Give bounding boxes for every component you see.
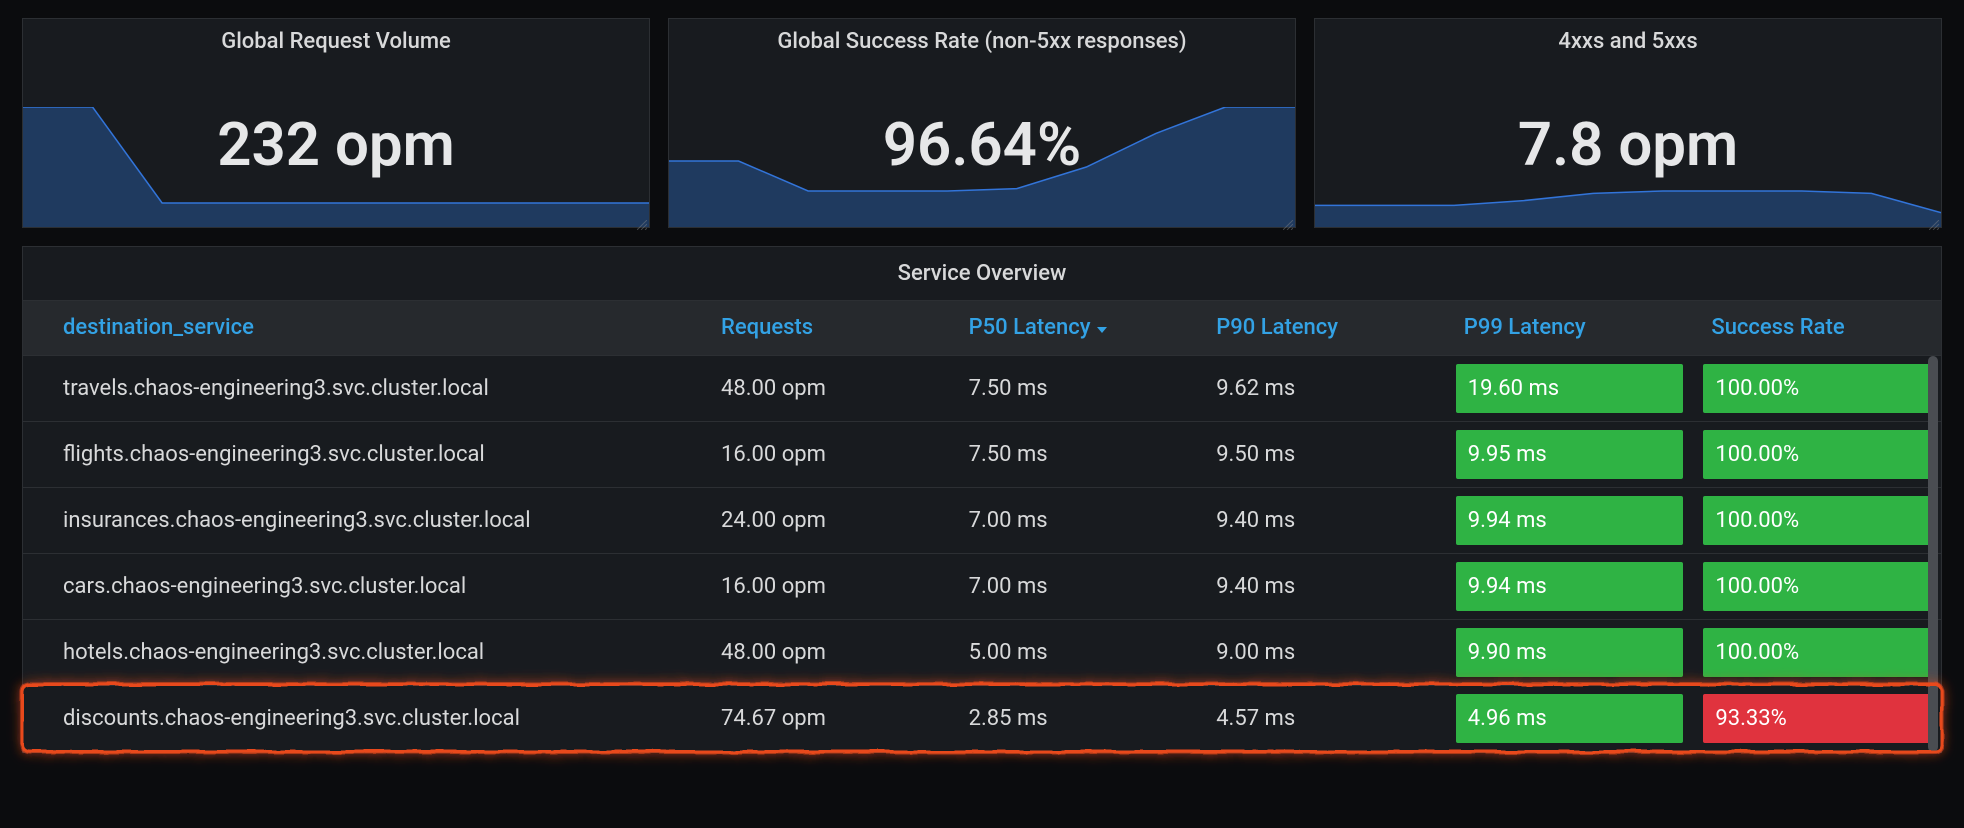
cell-value: 93.33%	[1703, 694, 1931, 743]
cell-p90: 9.40 ms	[1198, 553, 1446, 619]
cell-value: 9.90 ms	[1456, 628, 1684, 677]
column-header-p50[interactable]: P50 Latency	[951, 301, 1199, 356]
cell-p50: 2.85 ms	[951, 685, 1199, 751]
cell-success: 93.33%	[1693, 685, 1941, 751]
column-header-label: Success Rate	[1711, 315, 1844, 340]
cell-value: 100.00%	[1703, 496, 1931, 545]
resize-handle-icon[interactable]	[1929, 215, 1939, 225]
sort-descending-icon	[1096, 316, 1108, 341]
cell-value: 9.95 ms	[1456, 430, 1684, 479]
cell-destination_service: travels.chaos-engineering3.svc.cluster.l…	[23, 355, 703, 421]
service-overview-table: destination_service Requests P50 Latency P9…	[23, 300, 1941, 752]
cell-requests: 16.00 opm	[703, 553, 951, 619]
table-row[interactable]: hotels.chaos-engineering3.svc.cluster.lo…	[23, 619, 1941, 685]
table-row[interactable]: discounts.chaos-engineering3.svc.cluster…	[23, 685, 1941, 751]
cell-value: 9.94 ms	[1456, 562, 1684, 611]
table-header-row: destination_service Requests P50 Latency P9…	[23, 301, 1941, 356]
column-header-label: Requests	[721, 315, 813, 340]
cell-p90: 4.57 ms	[1198, 685, 1446, 751]
cell-requests: 48.00 opm	[703, 355, 951, 421]
cell-p50: 7.00 ms	[951, 553, 1199, 619]
cell-p50: 7.50 ms	[951, 421, 1199, 487]
cell-value: 100.00%	[1703, 628, 1931, 677]
table-row[interactable]: insurances.chaos-engineering3.svc.cluste…	[23, 487, 1941, 553]
cell-success: 100.00%	[1693, 553, 1941, 619]
cell-destination_service: cars.chaos-engineering3.svc.cluster.loca…	[23, 553, 703, 619]
resize-handle-icon[interactable]	[637, 215, 647, 225]
table-scrollbar[interactable]	[1928, 356, 1938, 752]
cell-p99: 9.95 ms	[1446, 421, 1694, 487]
cell-requests: 24.00 opm	[703, 487, 951, 553]
service-overview-panel: Service Overview destination_service Requ…	[22, 246, 1942, 753]
cell-value: 9.94 ms	[1456, 496, 1684, 545]
cell-value: 19.60 ms	[1456, 364, 1684, 413]
cell-destination_service: insurances.chaos-engineering3.svc.cluste…	[23, 487, 703, 553]
cell-success: 100.00%	[1693, 421, 1941, 487]
table-body: travels.chaos-engineering3.svc.cluster.l…	[23, 355, 1941, 751]
service-overview-title: Service Overview	[23, 247, 1941, 300]
sparkline	[669, 107, 1295, 227]
cell-requests: 74.67 opm	[703, 685, 951, 751]
cell-value: 100.00%	[1703, 430, 1931, 479]
sparkline	[1315, 107, 1941, 227]
stat-panel-errors-4xx-5xx[interactable]: 4xxs and 5xxs7.8 opm	[1314, 18, 1942, 228]
cell-p50: 5.00 ms	[951, 619, 1199, 685]
column-header-label: destination_service	[63, 315, 254, 340]
panel-title: Global Request Volume	[23, 19, 649, 60]
panel-title: 4xxs and 5xxs	[1315, 19, 1941, 60]
column-header-label: P50 Latency	[969, 315, 1091, 340]
cell-destination_service: discounts.chaos-engineering3.svc.cluster…	[23, 685, 703, 751]
cell-destination_service: flights.chaos-engineering3.svc.cluster.l…	[23, 421, 703, 487]
cell-value: 4.96 ms	[1456, 694, 1684, 743]
table-row[interactable]: flights.chaos-engineering3.svc.cluster.l…	[23, 421, 1941, 487]
cell-p99: 4.96 ms	[1446, 685, 1694, 751]
sparkline	[23, 107, 649, 227]
cell-requests: 48.00 opm	[703, 619, 951, 685]
top-stat-row: Global Request Volume232 opmGlobal Succe…	[22, 18, 1942, 228]
cell-p90: 9.50 ms	[1198, 421, 1446, 487]
cell-value: 100.00%	[1703, 562, 1931, 611]
cell-success: 100.00%	[1693, 487, 1941, 553]
column-header-p90[interactable]: P90 Latency	[1198, 301, 1446, 356]
cell-requests: 16.00 opm	[703, 421, 951, 487]
cell-success: 100.00%	[1693, 355, 1941, 421]
column-header-destination_service[interactable]: destination_service	[23, 301, 703, 356]
cell-p99: 9.90 ms	[1446, 619, 1694, 685]
stat-panel-global-request-volume[interactable]: Global Request Volume232 opm	[22, 18, 650, 228]
cell-p99: 9.94 ms	[1446, 487, 1694, 553]
column-header-requests[interactable]: Requests	[703, 301, 951, 356]
resize-handle-icon[interactable]	[1283, 215, 1293, 225]
cell-success: 100.00%	[1693, 619, 1941, 685]
column-header-label: P90 Latency	[1216, 315, 1338, 340]
cell-p90: 9.40 ms	[1198, 487, 1446, 553]
table-row[interactable]: cars.chaos-engineering3.svc.cluster.loca…	[23, 553, 1941, 619]
cell-value: 100.00%	[1703, 364, 1931, 413]
dashboard-page: Global Request Volume232 opmGlobal Succe…	[0, 0, 1964, 771]
cell-p90: 9.00 ms	[1198, 619, 1446, 685]
scrollbar-thumb[interactable]	[1928, 356, 1938, 752]
table-row[interactable]: travels.chaos-engineering3.svc.cluster.l…	[23, 355, 1941, 421]
cell-p50: 7.50 ms	[951, 355, 1199, 421]
column-header-success[interactable]: Success Rate	[1693, 301, 1941, 356]
cell-p99: 19.60 ms	[1446, 355, 1694, 421]
panel-title: Global Success Rate (non-5xx responses)	[669, 19, 1295, 60]
cell-destination_service: hotels.chaos-engineering3.svc.cluster.lo…	[23, 619, 703, 685]
cell-p90: 9.62 ms	[1198, 355, 1446, 421]
stat-panel-global-success-rate[interactable]: Global Success Rate (non-5xx responses)9…	[668, 18, 1296, 228]
cell-p99: 9.94 ms	[1446, 553, 1694, 619]
cell-p50: 7.00 ms	[951, 487, 1199, 553]
column-header-label: P99 Latency	[1464, 315, 1586, 340]
column-header-p99[interactable]: P99 Latency	[1446, 301, 1694, 356]
